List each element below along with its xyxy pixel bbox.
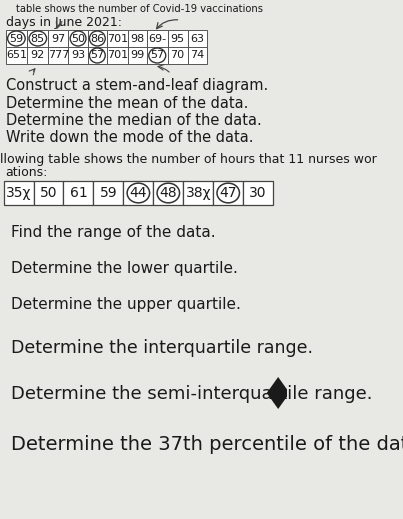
Text: 777: 777 bbox=[48, 50, 69, 61]
Text: 92: 92 bbox=[31, 50, 45, 61]
Bar bbox=[88, 30, 107, 47]
Bar bbox=[6, 30, 27, 47]
Text: 99: 99 bbox=[131, 50, 145, 61]
Bar bbox=[27, 30, 48, 47]
Bar bbox=[187, 47, 207, 64]
Bar bbox=[48, 47, 69, 64]
Text: 701: 701 bbox=[107, 50, 128, 61]
Text: 701: 701 bbox=[107, 34, 128, 44]
Text: 93: 93 bbox=[71, 50, 85, 61]
Text: 61: 61 bbox=[70, 186, 87, 200]
Text: 57: 57 bbox=[150, 50, 164, 61]
Text: 86: 86 bbox=[90, 34, 104, 44]
Bar bbox=[93, 181, 123, 205]
Text: ations:: ations: bbox=[6, 166, 48, 179]
Text: 47: 47 bbox=[220, 186, 237, 200]
Bar bbox=[69, 30, 88, 47]
Text: Determine the median of the data.: Determine the median of the data. bbox=[6, 113, 262, 128]
Bar bbox=[69, 47, 88, 64]
Text: 35χ: 35χ bbox=[6, 186, 31, 200]
Text: 38χ: 38χ bbox=[185, 186, 211, 200]
Text: Find the range of the data.: Find the range of the data. bbox=[11, 225, 216, 240]
Text: 63: 63 bbox=[190, 34, 204, 44]
Text: table shows the number of Covid-19 vaccinations: table shows the number of Covid-19 vacci… bbox=[16, 4, 263, 14]
Text: 48: 48 bbox=[160, 186, 177, 200]
Bar bbox=[187, 30, 207, 47]
Polygon shape bbox=[267, 377, 290, 409]
Text: llowing table shows the number of hours that 11 nurses wor: llowing table shows the number of hours … bbox=[0, 153, 377, 166]
Bar bbox=[147, 30, 168, 47]
Bar bbox=[183, 181, 213, 205]
Text: 69-: 69- bbox=[148, 34, 166, 44]
Text: Determine the mean of the data.: Determine the mean of the data. bbox=[6, 96, 248, 111]
Bar bbox=[129, 47, 147, 64]
Bar bbox=[213, 181, 243, 205]
Bar bbox=[123, 181, 153, 205]
Bar bbox=[129, 30, 147, 47]
Text: Determine the semi-interquartile range.: Determine the semi-interquartile range. bbox=[11, 385, 373, 403]
Text: 95: 95 bbox=[170, 34, 185, 44]
Text: 57: 57 bbox=[90, 50, 104, 61]
Bar bbox=[64, 181, 93, 205]
Text: Write down the mode of the data.: Write down the mode of the data. bbox=[6, 130, 253, 145]
Text: Determine the upper quartile.: Determine the upper quartile. bbox=[11, 297, 241, 312]
Text: 59: 59 bbox=[9, 34, 23, 44]
Text: Determine the interquartile range.: Determine the interquartile range. bbox=[11, 339, 314, 357]
Text: 97: 97 bbox=[51, 34, 66, 44]
Text: Determine the lower quartile.: Determine the lower quartile. bbox=[11, 261, 238, 276]
Bar bbox=[33, 181, 64, 205]
Text: 98: 98 bbox=[131, 34, 145, 44]
Text: 59: 59 bbox=[100, 186, 117, 200]
Text: 44: 44 bbox=[130, 186, 147, 200]
Bar bbox=[243, 181, 273, 205]
Text: 651: 651 bbox=[6, 50, 27, 61]
Bar bbox=[6, 47, 27, 64]
Bar bbox=[168, 47, 187, 64]
Bar bbox=[107, 30, 129, 47]
Text: 50: 50 bbox=[71, 34, 85, 44]
Text: 30: 30 bbox=[249, 186, 267, 200]
Bar bbox=[153, 181, 183, 205]
Text: 70: 70 bbox=[170, 50, 185, 61]
Bar bbox=[88, 47, 107, 64]
Bar bbox=[4, 181, 33, 205]
Bar bbox=[147, 47, 168, 64]
Text: 74: 74 bbox=[190, 50, 204, 61]
Text: Construct a stem-and-leaf diagram.: Construct a stem-and-leaf diagram. bbox=[6, 78, 268, 93]
Bar bbox=[107, 47, 129, 64]
Bar bbox=[27, 47, 48, 64]
Text: Determine the 37th percentile of the data.: Determine the 37th percentile of the dat… bbox=[11, 435, 403, 454]
Bar bbox=[168, 30, 187, 47]
Bar bbox=[48, 30, 69, 47]
Text: days in June 2021:: days in June 2021: bbox=[6, 16, 122, 29]
Text: 85: 85 bbox=[31, 34, 45, 44]
Text: 50: 50 bbox=[40, 186, 57, 200]
